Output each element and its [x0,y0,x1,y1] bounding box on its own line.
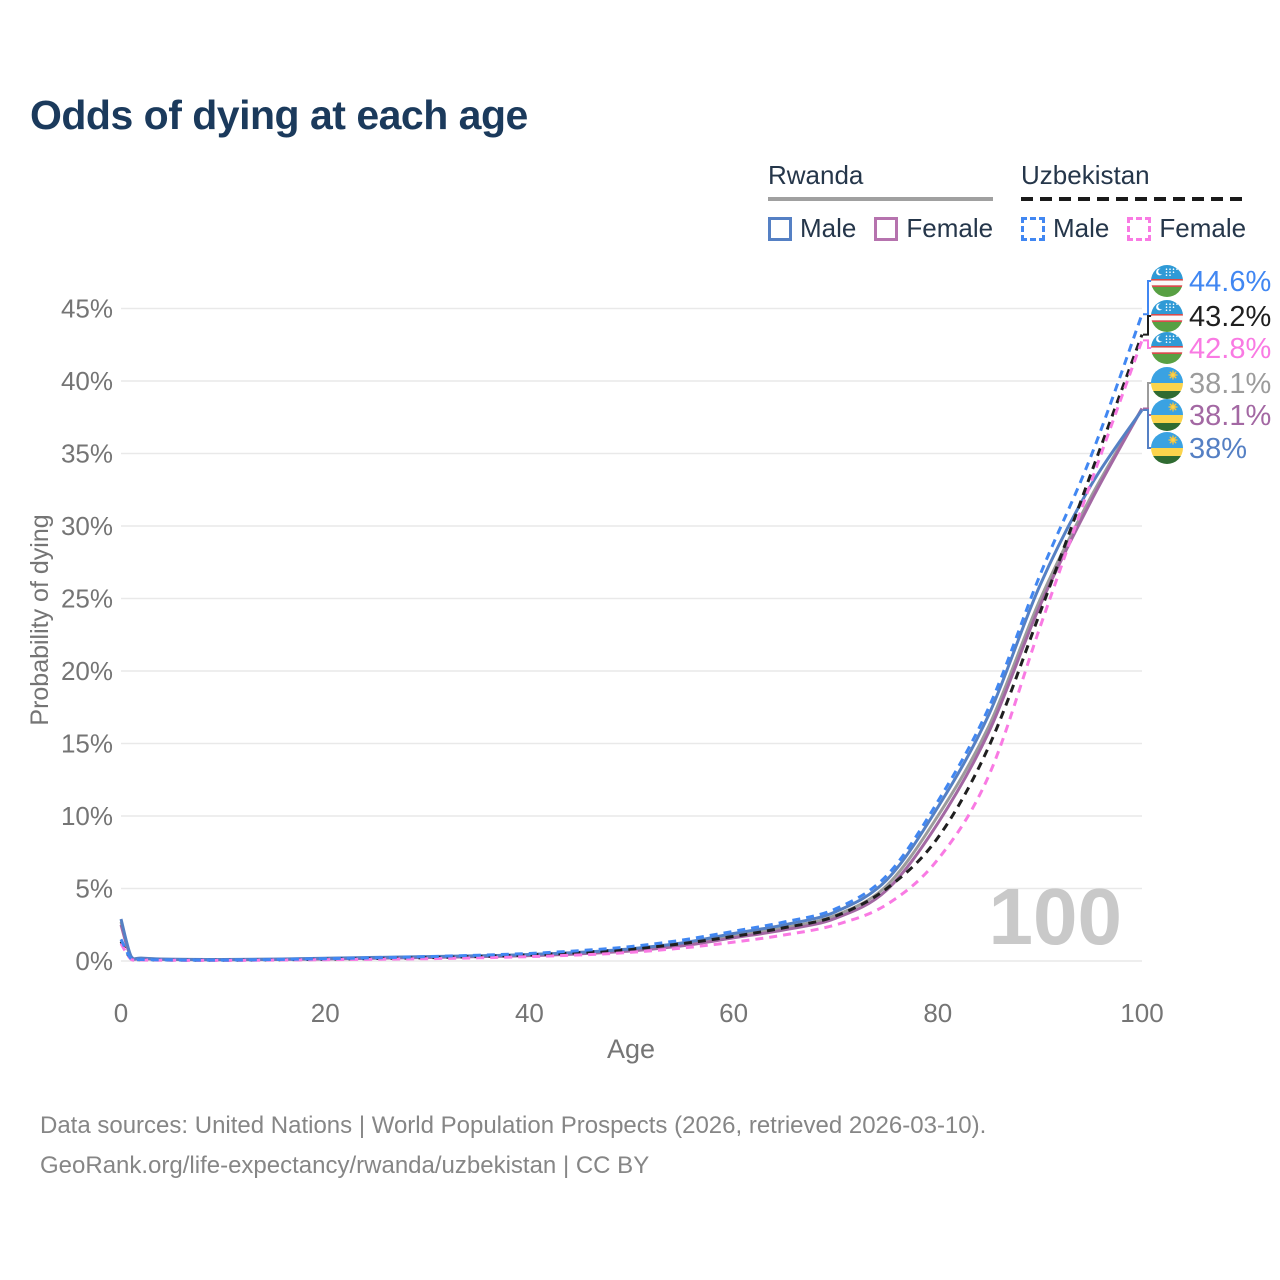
y-tick-label-30%: 30% [61,511,113,541]
legend-item-rwanda-male[interactable]: Male [768,213,856,244]
legend-label-rwanda-female: Female [906,213,994,243]
y-tick-label-25%: 25% [61,584,113,614]
legend-group-uzbekistan: Uzbekistan Male Female [1021,160,1247,244]
x-tick-label-40: 40 [515,998,544,1028]
x-tick-label-100: 100 [1120,998,1163,1028]
footer-attribution: GeoRank.org/life-expectancy/rwanda/uzbek… [40,1152,650,1179]
end-label-rwanda-male: 38% [1189,433,1247,465]
y-axis-tick-labels: 0% 5% 10% 15% 20% 25% 30% 35% 40% 45% [61,294,113,977]
y-tick-label-35%: 35% [61,439,113,469]
footer-data-sources: Data sources: United Nations | World Pop… [40,1112,987,1139]
legend-header-rwanda: Rwanda [768,160,864,190]
legend-label-uzbekistan-male: Male [1053,213,1110,243]
flag-icon-uzbekistan [1151,300,1183,332]
end-label-uzbekistan-female: 42.8% [1189,333,1271,365]
series-line-uzbekistan-male[interactable] [119,313,1144,962]
y-tick-label-15%: 15% [61,729,113,759]
y-tick-label-45%: 45% [61,294,113,324]
connector-rwanda [1143,382,1152,410]
uzbekistan-female-swatch-icon [1127,216,1152,241]
footer: Data sources: United Nations | World Pop… [40,1106,986,1186]
end-label-uzbekistan: 43.2% [1189,301,1271,333]
end-label-rwanda: 38.1% [1189,368,1271,400]
flag-icon-rwanda [1151,399,1183,431]
rwanda-female-swatch-icon [874,216,899,241]
legend-underline-uzbekistan-dashed [1021,197,1247,201]
x-axis-title: Age [607,1034,655,1064]
connector-uzbekistan-female [1143,339,1152,349]
end-label-connectors [1143,280,1152,449]
uzbekistan-male-swatch-icon [1021,216,1045,241]
legend-underline-rwanda-solid [768,197,994,201]
y-tick-label-40%: 40% [61,366,113,396]
end-label-uzbekistan-male: 44.6% [1189,266,1271,298]
series-line-uzbekistan-female[interactable] [119,339,1144,962]
page-title: Odds of dying at each age [30,92,528,138]
legend-header-uzbekistan: Uzbekistan [1021,160,1150,190]
connector-rwanda-male [1143,409,1152,449]
end-label-rwanda-female: 38.1% [1189,400,1271,432]
y-axis-title: Probability of dying [26,514,54,725]
series-line-uzbekistan[interactable] [119,334,1144,962]
legend-group-rwanda: Rwanda Male Female [768,160,994,244]
rwanda-male-swatch-icon [768,216,792,241]
legend-item-uzbekistan-male[interactable]: Male [1021,213,1109,244]
x-tick-label-20: 20 [311,998,340,1028]
flag-icon-rwanda [1151,432,1183,464]
legend-item-rwanda-female[interactable]: Female [874,213,993,244]
y-tick-label-5%: 5% [75,874,113,904]
flag-icon-uzbekistan [1151,332,1183,364]
flag-icon-uzbekistan [1151,265,1183,297]
x-tick-label-0: 0 [114,998,128,1028]
legend-label-rwanda-male: Male [800,213,857,243]
y-tick-label-10%: 10% [61,801,113,831]
y-tick-label-0%: 0% [75,946,113,976]
y-tick-label-20%: 20% [61,656,113,686]
x-axis-tick-labels: 0 20 40 60 80 100 [114,998,1164,1028]
legend-item-uzbekistan-female[interactable]: Female [1127,213,1246,244]
connector-uzbekistan [1143,315,1152,336]
legend-label-uzbekistan-female: Female [1159,213,1247,243]
connector-uzbekistan-male [1143,280,1152,316]
flag-icon-rwanda [1151,367,1183,399]
x-tick-label-80: 80 [923,998,952,1028]
x-tick-label-60: 60 [719,998,748,1028]
gridlines [121,307,1142,962]
age-counter-annotation: 100 [989,872,1122,961]
